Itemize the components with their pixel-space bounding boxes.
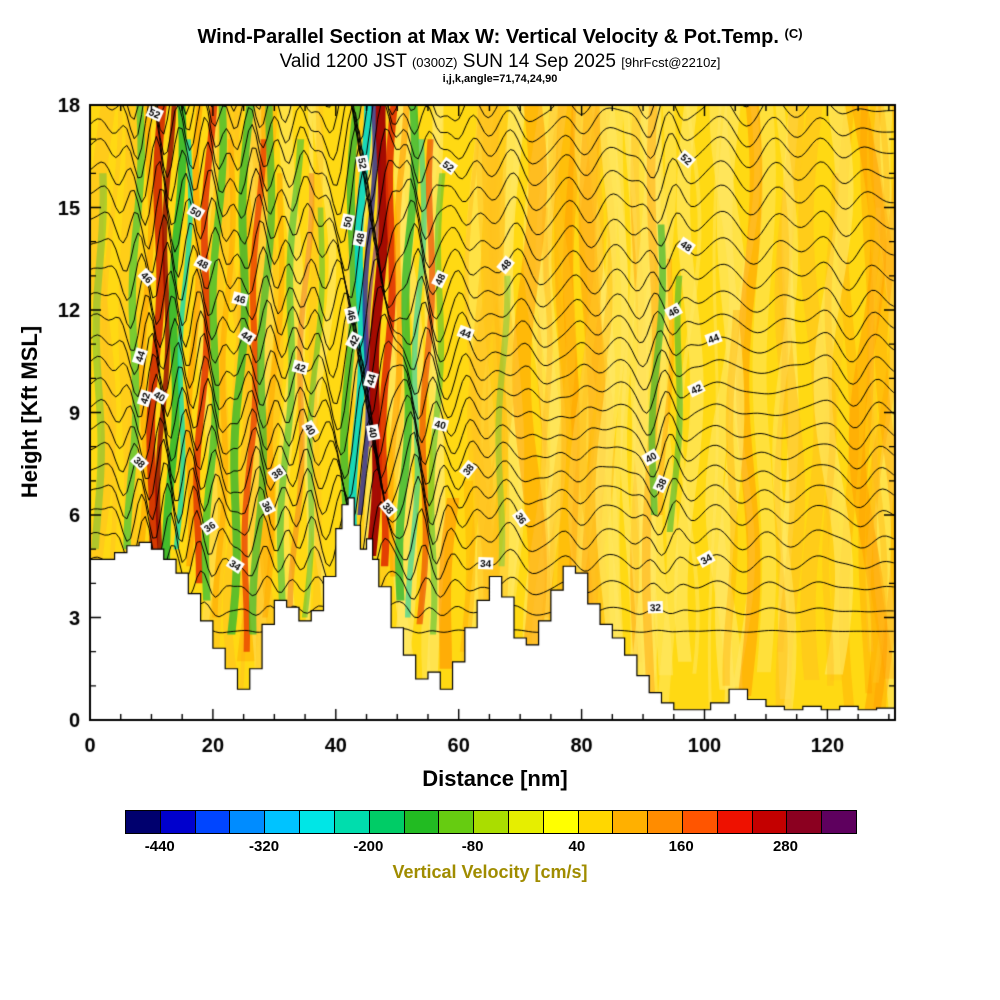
colorbar-segment — [369, 811, 405, 833]
colorbar-segment — [717, 811, 753, 833]
colorbar-segment — [648, 811, 683, 833]
colorbar-tick-label: -440 — [144, 838, 175, 855]
colorbar-segment — [195, 811, 231, 833]
colorbar-tick-label: -80 — [461, 838, 484, 855]
y-axis-label: Height [Kft MSL] — [17, 325, 42, 499]
colorbar-segment — [334, 811, 370, 833]
colorbar-caption: Vertical Velocity [cm/s] — [392, 862, 588, 882]
colorbar-segment — [230, 811, 266, 833]
colorbar-segment — [787, 811, 823, 833]
colorbar-segment — [126, 811, 161, 833]
colorbar-tick-label: 160 — [668, 838, 694, 855]
x-axis-label: Distance [nm] — [422, 766, 568, 791]
colorbar-segment — [439, 811, 475, 833]
colorbar-segment — [752, 811, 788, 833]
colorbar-segment — [404, 811, 440, 833]
colorbar-tick-label: 280 — [772, 838, 798, 855]
colorbar-segment — [578, 811, 614, 833]
colorbar-tick-label: -320 — [249, 838, 280, 855]
cross-section-plot-canvas — [0, 0, 1000, 800]
colorbar-segment — [613, 811, 649, 833]
colorbar-segment — [508, 811, 544, 833]
colorbar-segment — [683, 811, 718, 833]
colorbar-segment — [474, 811, 509, 833]
colorbar-segment — [300, 811, 335, 833]
colorbar-tick-label: 40 — [568, 838, 586, 855]
colorbar-segment — [265, 811, 301, 833]
colorbar-segment — [543, 811, 579, 833]
colorbar-segment — [822, 811, 857, 833]
colorbar-tick-label: -200 — [353, 838, 384, 855]
colorbar-segment — [160, 811, 196, 833]
colorbar — [125, 810, 857, 834]
